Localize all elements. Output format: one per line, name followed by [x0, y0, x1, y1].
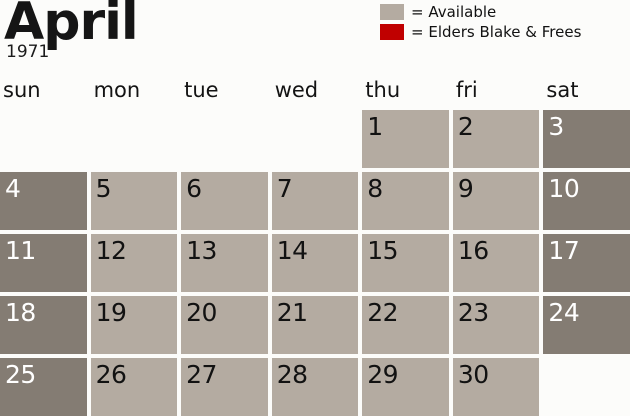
day-cell[interactable]: 6: [181, 172, 268, 230]
day-number: 8: [367, 174, 383, 203]
day-cell[interactable]: 12: [90, 234, 178, 292]
day-cell[interactable]: 8: [362, 172, 449, 230]
year-label: 1971: [6, 42, 50, 62]
page-title: April: [4, 0, 139, 52]
day-cell[interactable]: 23: [452, 296, 540, 354]
legend-item-booked: = Elders Blake & Frees: [380, 22, 630, 41]
day-cell[interactable]: 29: [362, 358, 449, 416]
day-number: 19: [95, 298, 127, 327]
day-cell[interactable]: 3: [543, 110, 630, 168]
day-cell[interactable]: 16: [452, 234, 540, 292]
day-number: 20: [186, 298, 217, 327]
day-number: 6: [186, 174, 202, 203]
day-cell-empty: [272, 110, 359, 168]
day-cell-empty: [181, 110, 268, 168]
day-number: 5: [95, 174, 112, 203]
day-cell[interactable]: 1: [362, 110, 449, 168]
day-cell[interactable]: 27: [181, 358, 268, 416]
day-number: 15: [367, 236, 399, 265]
day-number: 10: [548, 174, 580, 203]
day-cell[interactable]: 21: [271, 296, 359, 354]
days-grid: 1 2 3 4 5 6 7 8 9 10 11 12 13 14 15 16 17 18 19 20 21 22 23 24 2…: [0, 110, 630, 416]
day-number: 23: [457, 298, 489, 327]
day-number: 17: [548, 236, 580, 265]
day-number: 30: [457, 360, 489, 389]
weekday-header-wed: wed: [274, 78, 319, 102]
weekday-header-sun: sun: [3, 78, 41, 102]
day-cell[interactable]: 24: [543, 296, 630, 354]
day-number: 21: [276, 298, 308, 327]
legend-label-available: = Available: [411, 2, 497, 21]
day-cell[interactable]: 7: [271, 172, 359, 230]
day-number: 18: [5, 298, 36, 327]
day-cell[interactable]: 14: [271, 234, 359, 292]
day-number: 3: [548, 112, 564, 141]
day-cell[interactable]: 10: [543, 172, 630, 230]
day-cell[interactable]: 4: [0, 172, 87, 230]
legend-label-booked: = Elders Blake & Frees: [411, 22, 582, 41]
day-number: 25: [5, 360, 36, 389]
weekday-header-thu: thu: [365, 78, 401, 102]
day-number: 4: [5, 174, 21, 203]
day-number: 24: [548, 298, 580, 327]
day-number: 29: [367, 360, 399, 389]
day-cell[interactable]: 22: [362, 296, 449, 354]
legend-swatch-available-icon: [380, 3, 404, 20]
day-number: 11: [5, 236, 36, 265]
day-number: 7: [276, 174, 293, 203]
day-cell[interactable]: 5: [90, 172, 178, 230]
day-cell[interactable]: 26: [90, 358, 178, 416]
day-number: 12: [95, 236, 127, 265]
day-cell-empty: [0, 110, 87, 168]
day-number: 22: [367, 298, 399, 327]
day-cell[interactable]: 17: [543, 234, 630, 292]
title-block: April 1971: [4, 0, 384, 61]
day-cell[interactable]: 19: [90, 296, 178, 354]
day-cell-empty: [543, 358, 630, 416]
day-number: 26: [95, 360, 127, 389]
day-number: 28: [276, 360, 308, 389]
day-number: 16: [457, 236, 489, 265]
day-number: 9: [457, 174, 474, 203]
day-number: 27: [186, 360, 217, 389]
day-cell-empty: [91, 110, 178, 168]
weekday-header-fri: fri: [455, 78, 478, 102]
day-cell[interactable]: 11: [0, 234, 87, 292]
weekday-header-mon: mon: [93, 78, 141, 102]
day-cell[interactable]: 15: [362, 234, 449, 292]
day-number: 2: [457, 112, 474, 141]
day-cell[interactable]: 9: [452, 172, 540, 230]
day-number: 13: [186, 236, 217, 265]
day-cell[interactable]: 25: [0, 358, 87, 416]
day-cell[interactable]: 28: [271, 358, 359, 416]
day-cell[interactable]: 20: [181, 296, 268, 354]
day-cell[interactable]: 18: [0, 296, 87, 354]
legend: = Available = Elders Blake & Frees: [380, 2, 630, 42]
day-number: 1: [367, 112, 383, 141]
day-number: 14: [276, 236, 308, 265]
day-cell[interactable]: 2: [452, 110, 540, 168]
weekday-header-sat: sat: [546, 78, 579, 102]
weekday-header-row: sun mon tue wed thu fri sat: [0, 78, 630, 102]
legend-swatch-booked-icon: [380, 23, 404, 40]
day-cell[interactable]: 13: [181, 234, 268, 292]
weekday-header-tue: tue: [184, 78, 219, 102]
day-cell[interactable]: 30: [452, 358, 540, 416]
legend-item-available: = Available: [380, 2, 630, 21]
